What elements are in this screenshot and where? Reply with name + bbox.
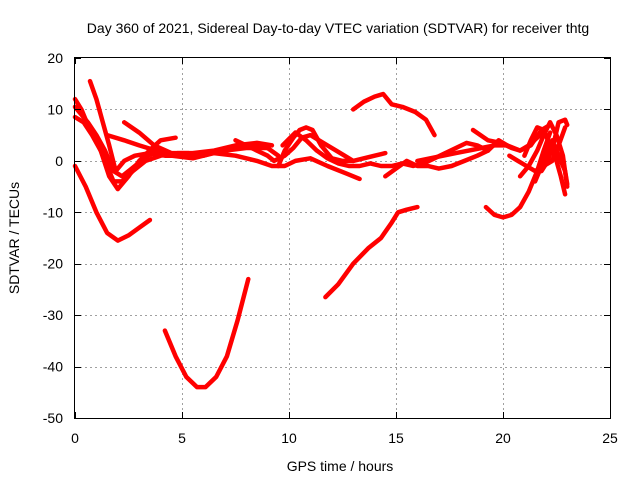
series-arc-1 — [72, 163, 153, 243]
series-arc-15 — [470, 127, 549, 153]
x-tick-label: 15 — [388, 430, 404, 446]
series-arc-13 — [383, 138, 510, 179]
series-arc-7 — [104, 132, 362, 182]
plot-frame — [74, 57, 611, 419]
x-tick-label: 20 — [495, 430, 511, 446]
y-tick-label: -40 — [43, 359, 63, 375]
x-tick-label: 5 — [178, 430, 186, 446]
axis-ticks — [75, 58, 611, 419]
series-arc-21 — [532, 138, 570, 187]
y-tick-label: 10 — [47, 101, 63, 117]
series-arc-20 — [539, 117, 570, 174]
y-tick-label: -10 — [43, 204, 63, 220]
x-tick-label: 10 — [281, 430, 297, 446]
x-tick-label: 0 — [71, 430, 79, 446]
grid-lines — [75, 58, 610, 418]
x-axis-label: GPS time / hours — [287, 458, 394, 474]
y-tick-label: -30 — [43, 307, 63, 323]
series-arc-19 — [522, 125, 568, 197]
series-arc-22 — [72, 104, 163, 179]
series-arc-12 — [350, 91, 437, 138]
y-tick-label: -50 — [43, 410, 63, 426]
y-tick-label: 20 — [47, 50, 63, 66]
y-tick-labels: -50 -40 -30 -20 -10 0 10 20 — [43, 50, 63, 426]
chart-title: Day 360 of 2021, Sidereal Day-to-day VTE… — [87, 20, 589, 36]
x-tick-label: 25 — [602, 430, 618, 446]
series-arc-11 — [280, 130, 491, 169]
series-arc-18 — [517, 120, 570, 189]
series-arc-2 — [162, 276, 251, 390]
series-arc-8 — [121, 120, 281, 158]
series-arc-3 — [323, 204, 420, 300]
x-tick-labels: 0 5 10 15 20 25 — [71, 430, 618, 446]
y-axis-label: SDTVAR / TECUs — [6, 182, 22, 294]
series-arc-16 — [483, 130, 553, 220]
series-arc-9 — [233, 132, 356, 164]
y-tick-label: 0 — [55, 153, 63, 169]
data-series — [72, 78, 570, 390]
y-tick-label: -20 — [43, 256, 63, 272]
